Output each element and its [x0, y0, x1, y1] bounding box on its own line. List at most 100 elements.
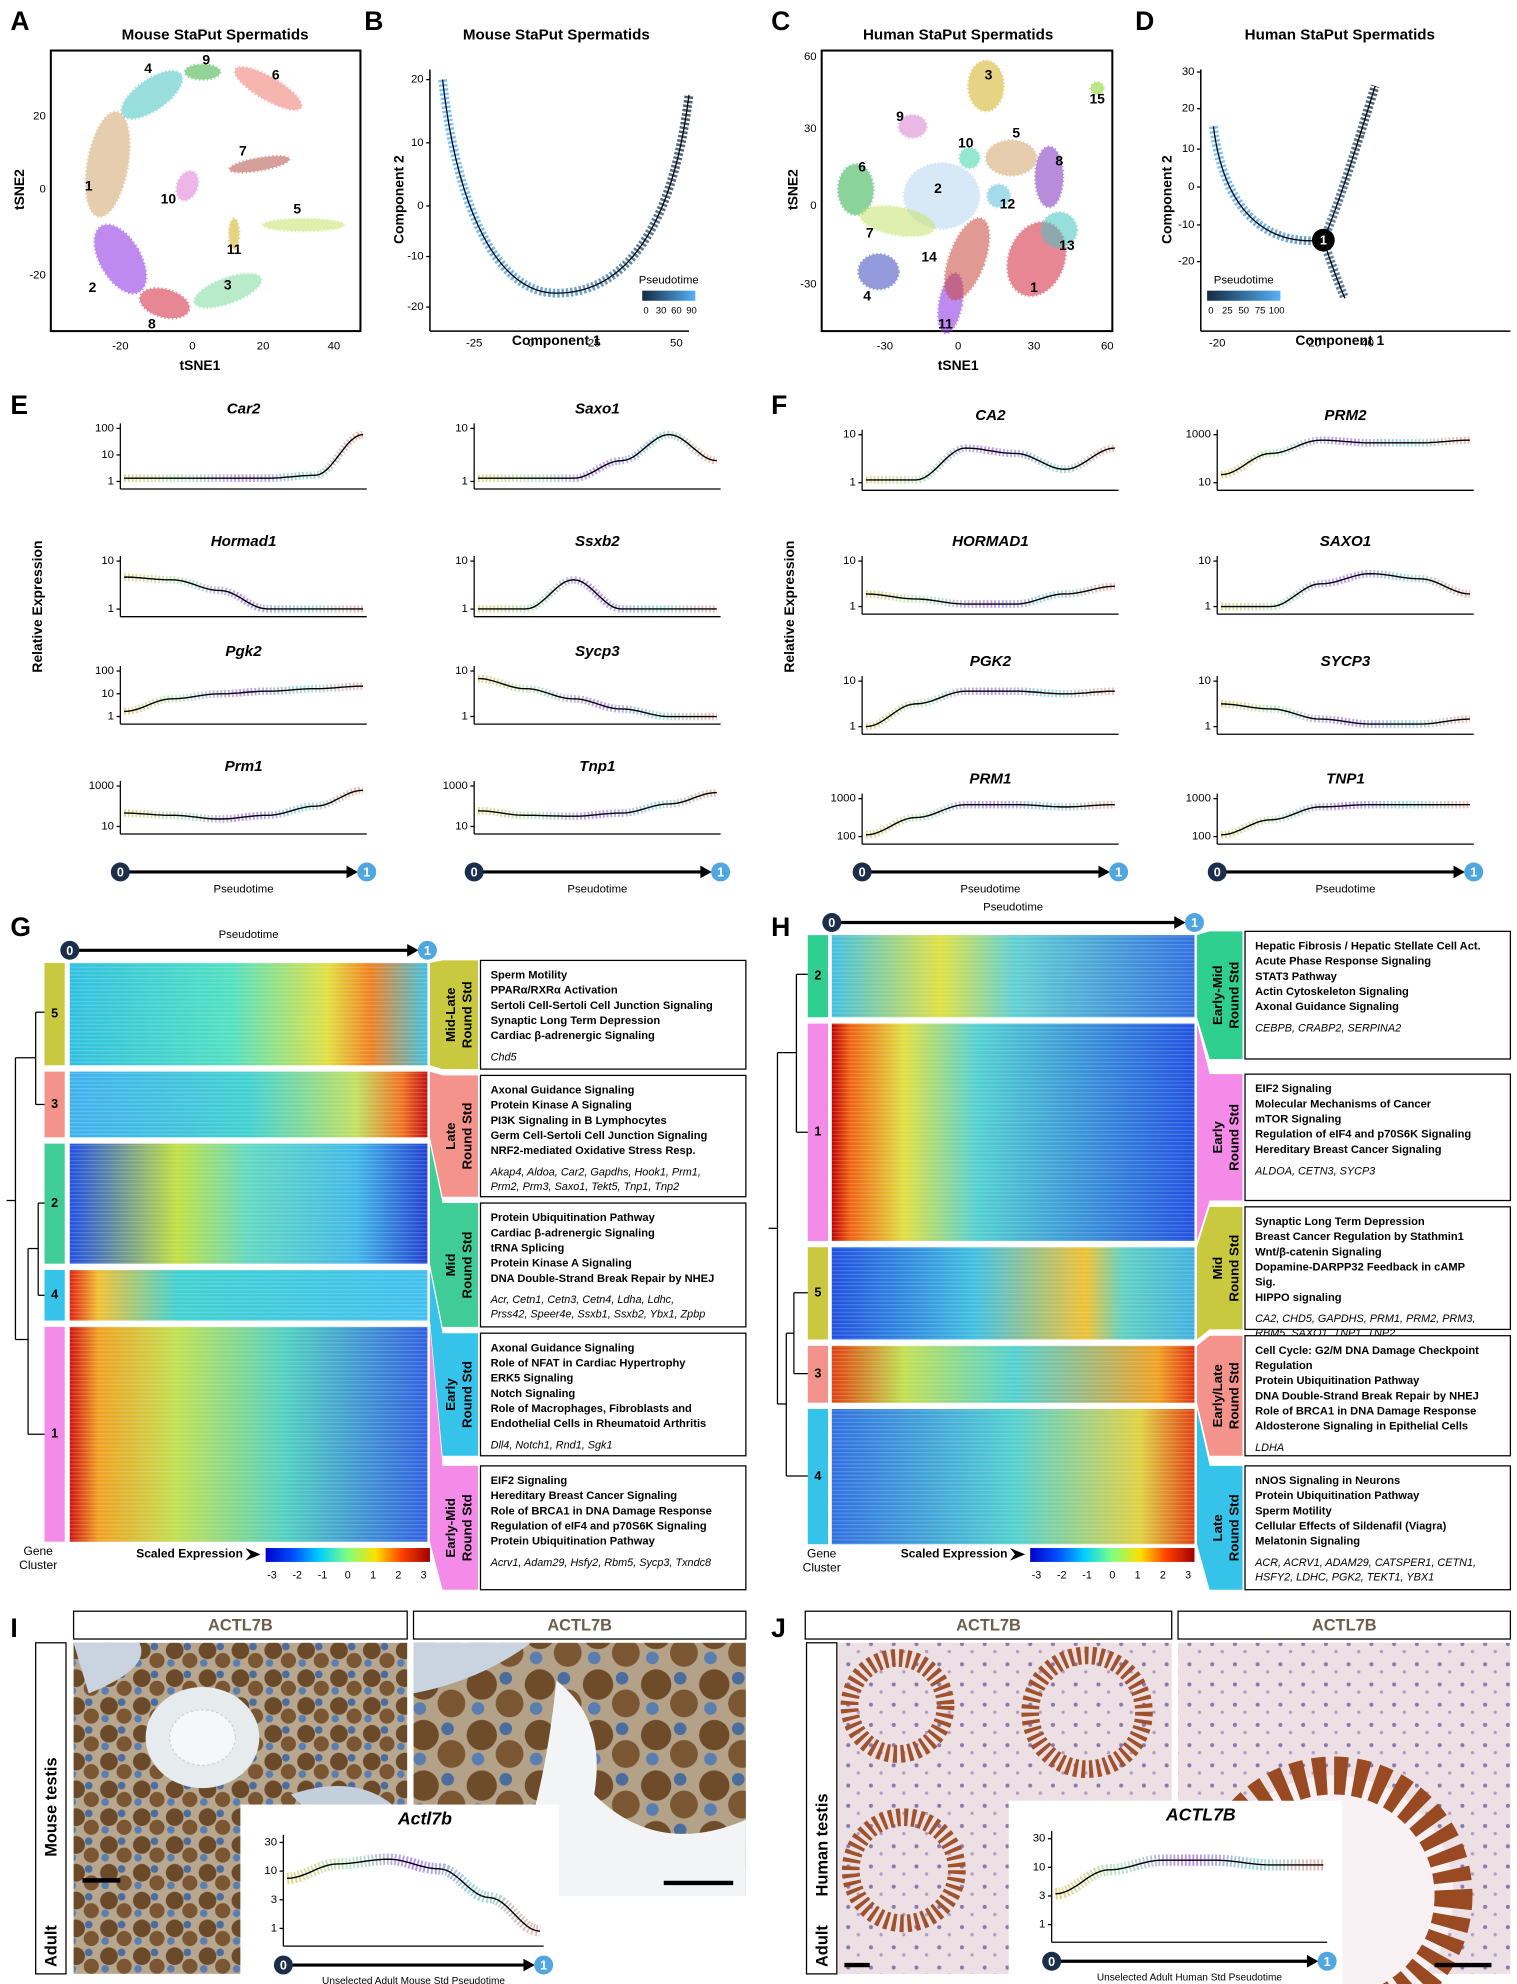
x-tick-label: 0 [189, 340, 195, 352]
gene-list: Acr, Cetn1, Cetn3, Cetn4, Ldha, Ldhc, [490, 1294, 675, 1306]
cluster-label: 15 [1089, 91, 1105, 107]
cluster-label: 5 [293, 200, 301, 216]
y-tick-label: 1 [462, 603, 468, 615]
heatmap-texture [70, 1072, 428, 1138]
pathway: ERK5 Signaling [491, 1373, 574, 1385]
legend-tick: 0 [643, 305, 648, 316]
pathway: Hereditary Breast Cancer Signaling [491, 1490, 678, 1502]
cluster-label: 12 [1000, 195, 1016, 211]
pathway: Role of NFAT in Cardiac Hypertrophy [491, 1357, 687, 1369]
gene-title: Ssxb2 [575, 533, 620, 550]
stage-label: Mid [443, 1254, 458, 1277]
heatmap-texture [832, 1247, 1195, 1339]
axis-title: Pseudotime [960, 884, 1020, 896]
axis-title: Unselected Adult Human Std Pseudotime [1097, 1972, 1283, 1983]
arrow-head [1098, 866, 1109, 879]
legend-tick: 50 [1238, 305, 1249, 316]
panel-letter: D [1135, 6, 1154, 36]
image-title: ACTL7B [956, 1617, 1021, 1635]
stage-label: Round Std [459, 1231, 474, 1298]
y-tick-label: 30 [1182, 66, 1195, 78]
legend-bar [642, 291, 695, 301]
pathway: Sperm Motility [491, 970, 568, 982]
heatmap-texture [70, 1270, 428, 1321]
stage-label: Early-Mid [1210, 965, 1225, 1025]
colorbar-title: Scaled Expression [901, 1547, 1008, 1561]
figure: ABCDEFGHIJMouse StaPut Spermatids-200204… [0, 0, 1517, 1984]
y-tick-label: 10 [843, 675, 856, 687]
pathway: Synaptic Long Term Depression [491, 1015, 661, 1027]
y-tick-label: 1000 [1186, 429, 1211, 441]
panel-letter: I [10, 1613, 17, 1643]
pathway: Protein Ubiquitination Pathway [491, 1536, 656, 1548]
y-tick-label: 20 [1182, 103, 1195, 115]
y-tick-label: -10 [407, 251, 423, 263]
cluster-label: 13 [1059, 237, 1075, 253]
y-tick-label: 3 [1039, 1890, 1045, 1902]
y-tick-label: 1 [1205, 721, 1211, 733]
y-tick-label: 10 [455, 820, 468, 832]
pathway: Hepatic Fibrosis / Hepatic Stellate Cell… [1255, 940, 1481, 952]
y-tick-label: 10 [1033, 1861, 1046, 1873]
panel-letter: B [364, 6, 383, 36]
cluster-label: 7 [239, 142, 247, 158]
pathway: NRF2-mediated Oxidative Stress Resp. [491, 1145, 696, 1157]
x-tick-label: -20 [112, 340, 128, 352]
cluster-label: 9 [896, 108, 904, 124]
y-tick-label: 10 [455, 555, 468, 567]
cell-band [443, 80, 689, 294]
panel-letter: A [10, 6, 29, 36]
label: 0 [471, 866, 478, 880]
gene-title: Car2 [227, 400, 261, 417]
y-tick-label: 10 [1198, 555, 1211, 567]
trend-curve [1221, 574, 1470, 607]
cluster-cloud [838, 164, 873, 215]
pathway: Cell Cycle: G2/M DNA Damage Checkpoint [1255, 1345, 1479, 1357]
page: {"panels":{ "A":{"letter":"A","title":"M… [0, 0, 1517, 1984]
y-axis-title: tSNE2 [11, 169, 27, 210]
colorbar-tick: -3 [267, 1570, 277, 1582]
trend-curve [124, 790, 363, 819]
gene-title: Sycp3 [575, 643, 620, 660]
image-title: ACTL7B [208, 1617, 273, 1635]
legend-tick: 75 [1255, 305, 1266, 316]
cluster-number: 1 [51, 1427, 58, 1441]
cluster-number: 5 [51, 1006, 58, 1020]
stage-label: Early/Late [1210, 1364, 1225, 1427]
heatmap-texture [832, 1024, 1195, 1241]
cluster-cloud [263, 219, 344, 232]
pathway: Breast Cancer Regulation by Stathmin1 [1255, 1231, 1464, 1243]
arrow-head [1174, 916, 1185, 929]
side-label: Human testis [813, 1793, 831, 1896]
y-tick-label: 1 [462, 711, 468, 723]
cluster-cloud [79, 109, 137, 221]
y-tick-label: 0 [417, 200, 423, 212]
tissue-detail [170, 1710, 236, 1766]
cluster-number: 1 [814, 1125, 821, 1139]
image-title: ACTL7B [547, 1617, 612, 1635]
y-tick-label: -20 [407, 301, 423, 313]
trend-curve [478, 580, 717, 609]
pathway: Sertoli Cell-Sertoli Cell Junction Signa… [491, 1000, 713, 1012]
pathway: Actin Cytoskeleton Signaling [1255, 986, 1409, 998]
cluster-label: 8 [148, 315, 156, 331]
axis-title: Pseudotime [219, 929, 279, 941]
pathway: PPARα/RXRα Activation [491, 985, 618, 997]
label: 1 [717, 866, 724, 880]
pathway: EIF2 Signaling [491, 1475, 568, 1487]
y-axis-title: Relative Expression [781, 541, 797, 673]
panel-letter: H [771, 912, 790, 942]
cluster-cloud [959, 148, 979, 168]
pathway: Role of Macrophages, Fibroblasts and [491, 1403, 692, 1415]
pathway: Role of BRCA1 in DNA Damage Response [491, 1505, 712, 1517]
pathway: tRNA Splicing [491, 1242, 565, 1254]
heatmap-texture [832, 1409, 1195, 1544]
pathway: Cardiac β-adrenergic Signaling [491, 1030, 655, 1042]
point-band [866, 691, 1115, 726]
label: 0 [828, 916, 835, 930]
colorbar-tick: 0 [1109, 1570, 1115, 1582]
y-tick-label: 1 [108, 711, 114, 723]
y-tick-label: 3 [271, 1894, 277, 1906]
point-band [124, 686, 363, 711]
gene-list: Prss42, Speer4e, Ssxb1, Ssxb2, Ybx1, Zpb… [491, 1309, 706, 1321]
